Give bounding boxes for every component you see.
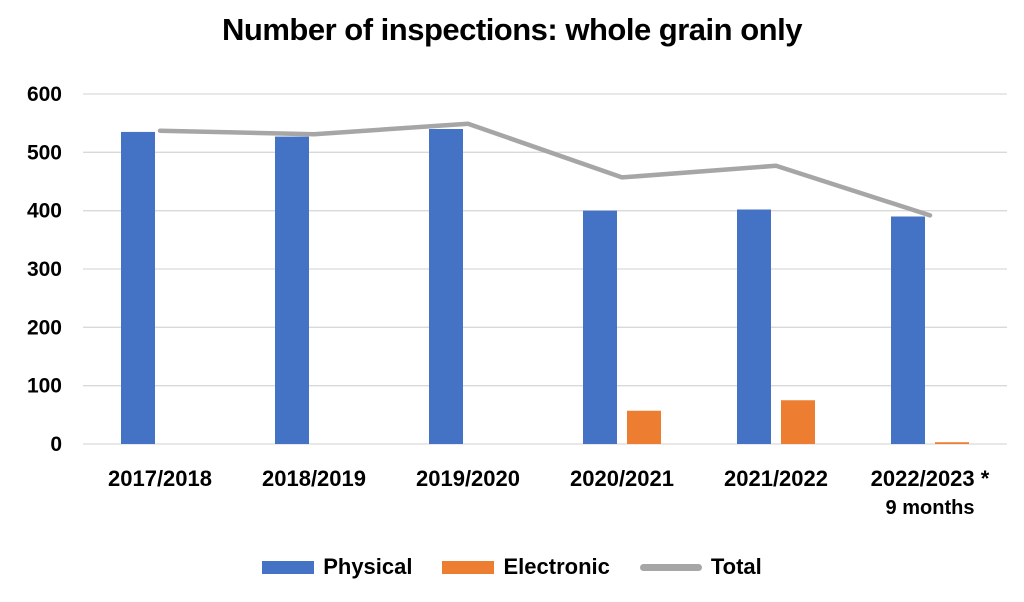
y-tick-label: 600: [27, 83, 62, 106]
total-line: [157, 121, 933, 218]
bar-physical: [891, 216, 925, 444]
legend-swatch-total: [639, 563, 702, 571]
legend-swatch-electronic: [442, 560, 495, 574]
bar-physical: [737, 209, 771, 444]
legend-label-electronic: Electronic: [503, 554, 610, 579]
bar-electronic: [935, 442, 969, 444]
x-category-label: 2022/2023 *: [871, 466, 990, 491]
legend-label-total: Total: [710, 554, 762, 579]
y-tick-label: 400: [27, 200, 62, 223]
y-tick-label: 200: [27, 316, 62, 339]
bar-physical: [429, 129, 463, 444]
y-tick-label: 100: [27, 375, 62, 398]
bar-physical: [583, 210, 617, 444]
chart-title: Number of inspections: whole grain only: [222, 12, 802, 47]
bar-electronic: [781, 400, 815, 444]
legend-item-electronic: Electronic: [442, 554, 610, 580]
legend: Physical Electronic Total: [0, 554, 1024, 580]
x-category-note: 9 months: [886, 497, 975, 519]
x-category-label: 2017/2018: [108, 466, 212, 491]
bar-electronic: [627, 410, 661, 444]
legend-item-total: Total: [639, 554, 762, 580]
bar-physical: [275, 136, 309, 445]
y-tick-label: 0: [50, 433, 62, 456]
legend-item-physical: Physical: [262, 554, 412, 580]
y-tick-label: 300: [27, 258, 62, 281]
x-category-label: 2020/2021: [570, 466, 674, 491]
bar-physical: [121, 131, 155, 444]
x-category-label: 2021/2022: [724, 466, 828, 491]
x-category-label: 2018/2019: [262, 466, 366, 491]
x-category-label: 2019/2020: [416, 466, 520, 491]
legend-label-physical: Physical: [323, 554, 413, 579]
y-tick-label: 500: [27, 141, 62, 164]
legend-swatch-physical: [262, 560, 315, 574]
